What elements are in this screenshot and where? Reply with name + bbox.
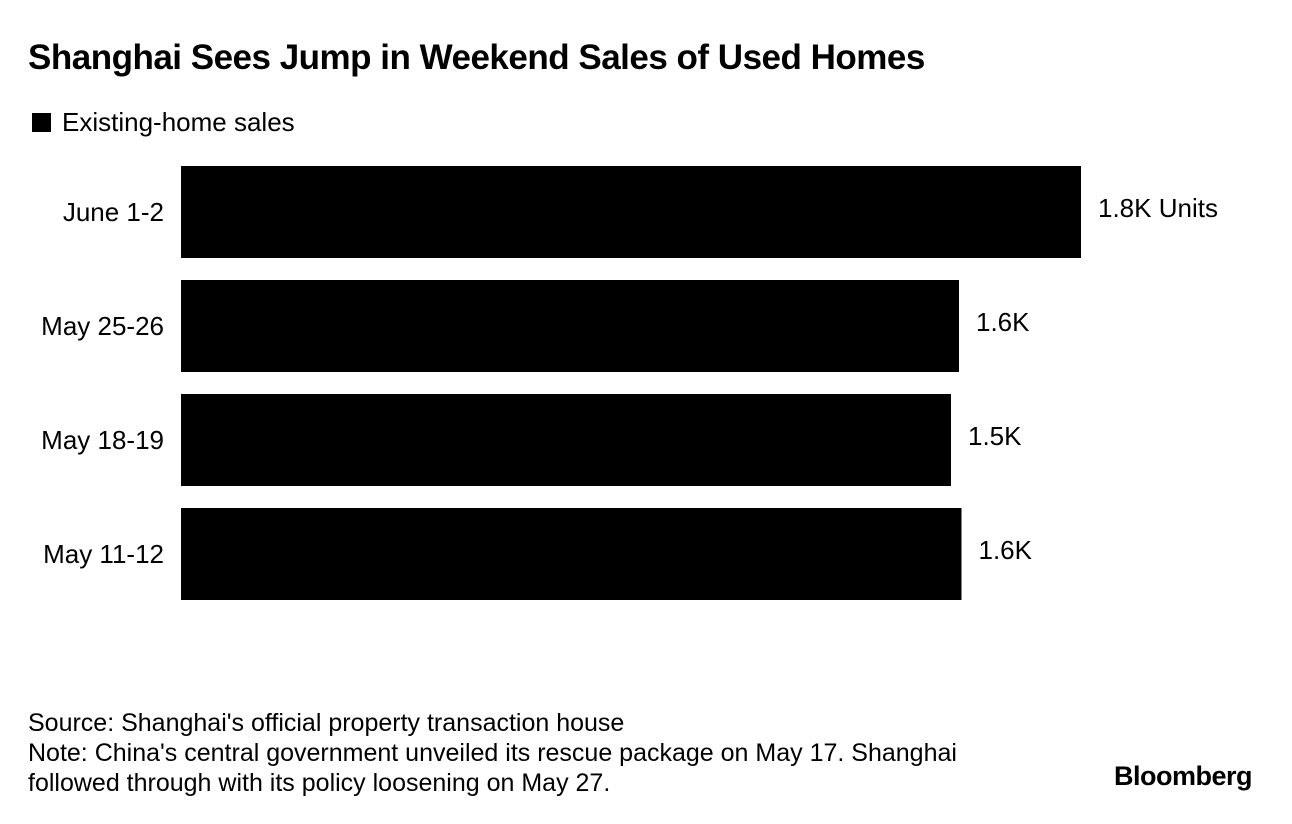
bar-chart: June 1-2 1.8K Units May 25-26 1.6K May 18-19… [41,166,1218,600]
note-text-line-1: Note: China's central government unveile… [28,739,957,767]
category-label-3: May 11-12 [43,539,164,569]
data-label-2: 1.5K [968,421,1022,451]
legend-swatch [32,112,51,132]
data-label-1: 1.6K [976,307,1030,337]
legend-label: Existing-home sales [62,106,295,137]
bar-3 [181,508,962,600]
data-label-3: 1.6K [979,535,1033,565]
bar-0 [181,166,1081,258]
footnote: Source: Shanghai's official property tra… [28,708,1068,798]
category-label-2: May 18-19 [41,425,164,455]
category-label-0: June 1-2 [63,197,164,227]
note-text-line-2: followed through with its policy looseni… [28,769,611,797]
bloomberg-logo: Bloomberg [1113,761,1253,791]
category-label-1: May 25-26 [41,311,164,341]
legend: Existing-home sales [32,107,295,137]
bar-2 [181,394,951,486]
data-label-0: 1.8K Units [1098,193,1218,223]
bar-1 [181,280,959,372]
source-text: Source: Shanghai's official property tra… [28,709,625,737]
chart-title: Shanghai Sees Jump in Weekend Sales of U… [28,38,925,77]
